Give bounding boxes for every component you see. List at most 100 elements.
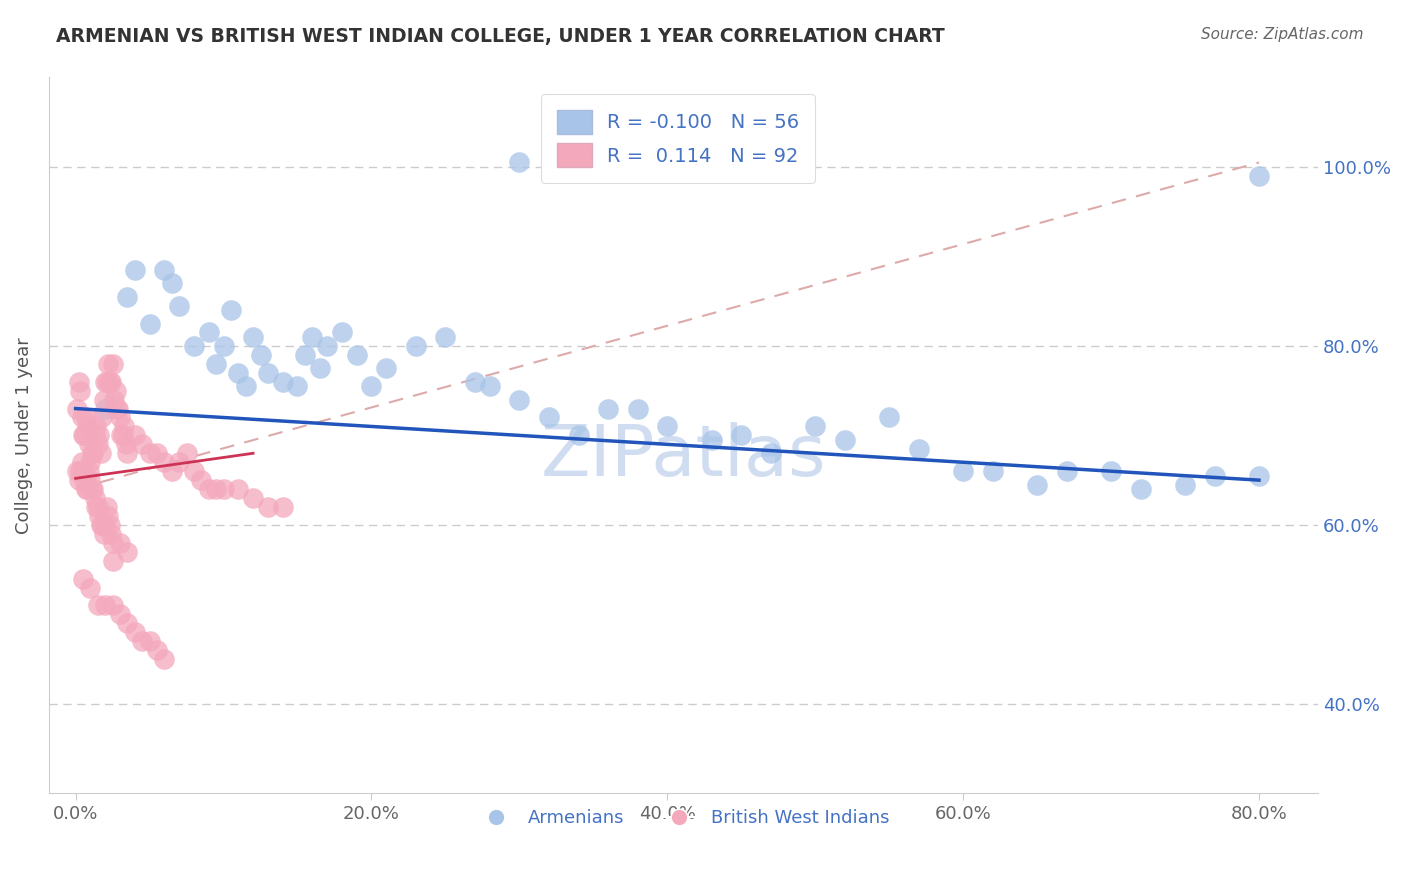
- Point: [1026, 477, 1049, 491]
- Point: [93, 392, 115, 407]
- Point: [1204, 468, 1226, 483]
- Point: [75, 482, 97, 496]
- Point: [105, 401, 128, 416]
- Point: [153, 455, 176, 469]
- Point: [219, 303, 242, 318]
- Point: [153, 652, 176, 666]
- Point: [82, 446, 104, 460]
- Point: [249, 348, 271, 362]
- Point: [316, 339, 339, 353]
- Point: [124, 263, 146, 277]
- Point: [72, 428, 94, 442]
- Point: [66, 401, 89, 416]
- Point: [82, 482, 104, 496]
- Point: [138, 317, 160, 331]
- Point: [183, 339, 205, 353]
- Point: [242, 330, 264, 344]
- Point: [117, 446, 139, 460]
- Point: [98, 517, 121, 532]
- Point: [271, 375, 294, 389]
- Point: [176, 446, 198, 460]
- Point: [287, 379, 309, 393]
- Point: [627, 401, 650, 416]
- Point: [190, 473, 212, 487]
- Point: [537, 410, 560, 425]
- Point: [100, 375, 122, 389]
- Point: [212, 339, 235, 353]
- Point: [73, 473, 96, 487]
- Point: [89, 508, 111, 523]
- Point: [434, 330, 457, 344]
- Point: [79, 455, 101, 469]
- Point: [508, 155, 530, 169]
- Point: [110, 428, 132, 442]
- Point: [598, 401, 620, 416]
- Point: [759, 446, 782, 460]
- Point: [160, 464, 183, 478]
- Point: [478, 379, 501, 393]
- Point: [76, 419, 98, 434]
- Point: [90, 517, 112, 532]
- Point: [101, 535, 124, 549]
- Point: [330, 326, 353, 340]
- Point: [87, 599, 110, 613]
- Text: Source: ZipAtlas.com: Source: ZipAtlas.com: [1201, 27, 1364, 42]
- Point: [94, 401, 117, 416]
- Point: [146, 446, 169, 460]
- Point: [77, 464, 100, 478]
- Point: [567, 428, 589, 442]
- Point: [100, 526, 122, 541]
- Point: [108, 535, 131, 549]
- Point: [93, 526, 115, 541]
- Point: [907, 442, 929, 456]
- Point: [107, 401, 129, 416]
- Legend: Armenians, British West Indians: Armenians, British West Indians: [470, 802, 897, 834]
- Text: ZIPatlas: ZIPatlas: [541, 423, 827, 491]
- Point: [375, 361, 398, 376]
- Point: [1099, 464, 1122, 478]
- Point: [124, 428, 146, 442]
- Point: [84, 419, 107, 434]
- Point: [96, 375, 118, 389]
- Point: [83, 428, 105, 442]
- Point: [952, 464, 974, 478]
- Point: [69, 384, 91, 398]
- Point: [98, 375, 121, 389]
- Point: [153, 263, 176, 277]
- Point: [101, 554, 124, 568]
- Point: [1174, 477, 1197, 491]
- Point: [94, 517, 117, 532]
- Point: [66, 464, 89, 478]
- Point: [183, 464, 205, 478]
- Point: [131, 437, 153, 451]
- Point: [80, 482, 103, 496]
- Y-axis label: College, Under 1 year: College, Under 1 year: [15, 337, 32, 533]
- Point: [87, 437, 110, 451]
- Point: [508, 392, 530, 407]
- Point: [96, 500, 118, 514]
- Point: [160, 277, 183, 291]
- Point: [1056, 814, 1078, 828]
- Point: [657, 419, 679, 434]
- Point: [73, 428, 96, 442]
- Point: [103, 392, 125, 407]
- Point: [197, 482, 219, 496]
- Point: [124, 625, 146, 640]
- Point: [167, 455, 190, 469]
- Point: [97, 508, 120, 523]
- Point: [89, 428, 111, 442]
- Point: [77, 437, 100, 451]
- Point: [79, 473, 101, 487]
- Point: [87, 500, 110, 514]
- Point: [115, 437, 138, 451]
- Point: [104, 384, 127, 398]
- Point: [834, 433, 856, 447]
- Point: [94, 375, 117, 389]
- Point: [67, 473, 90, 487]
- Point: [877, 410, 900, 425]
- Point: [117, 545, 139, 559]
- Point: [76, 482, 98, 496]
- Point: [226, 482, 249, 496]
- Point: [117, 290, 139, 304]
- Point: [1247, 169, 1270, 183]
